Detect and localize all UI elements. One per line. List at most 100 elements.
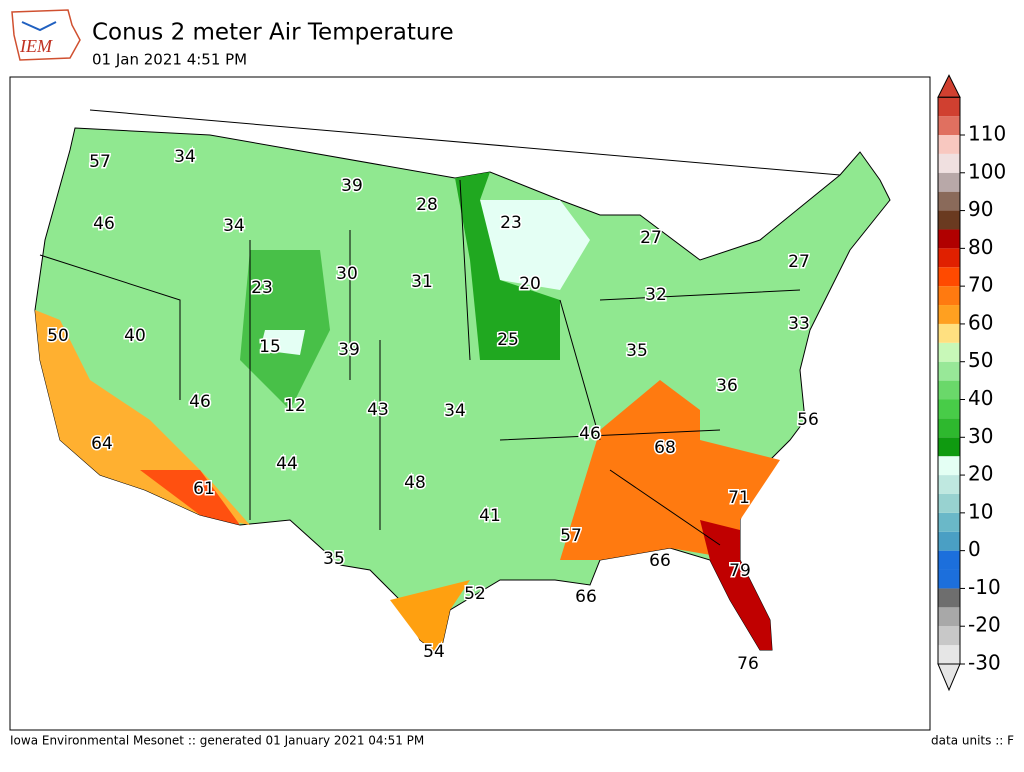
- station-label: 71: [728, 488, 750, 508]
- colorbar-tick-label: 20: [968, 462, 993, 486]
- station-label: 23: [251, 278, 273, 298]
- colorbar-tick-label: 80: [968, 235, 993, 259]
- station-label: 27: [640, 228, 662, 248]
- station-label: 34: [174, 147, 196, 167]
- colorbar-band: [938, 153, 960, 173]
- cold-area: [260, 330, 305, 355]
- colorbar-arrow: [937, 74, 961, 98]
- station-label: 54: [423, 642, 445, 662]
- footer-left: Iowa Environmental Mesonet :: generated …: [10, 734, 424, 748]
- colorbar-tick-label: 10: [968, 499, 993, 523]
- colorbar-band: [938, 607, 960, 627]
- colorbar-band: [938, 361, 960, 381]
- colorbar-tick-label: 60: [968, 310, 993, 334]
- station-label: 48: [404, 473, 426, 493]
- colorbar-band: [938, 116, 960, 135]
- colorbar-band: [938, 172, 960, 192]
- colorbar-band: [938, 229, 960, 249]
- warm-area: [560, 380, 780, 560]
- colorbar-tick-label: -20: [968, 613, 1001, 637]
- station-label: 27: [788, 252, 810, 272]
- logo-river: [21, 21, 57, 32]
- colorbar-band: [938, 191, 960, 211]
- colorbar: -30 -20 -10 0 10 20 30 40 50 60 70 80 90 100 110: [937, 74, 1006, 692]
- cool-area: [455, 172, 560, 360]
- station-label: 35: [323, 549, 345, 569]
- station-label: 28: [416, 195, 438, 215]
- colorbar-band: [938, 135, 960, 154]
- station-label: 23: [500, 213, 522, 233]
- colorbar-arrow: [937, 663, 961, 692]
- station-label: 76: [737, 654, 759, 674]
- colorbar-band: [938, 380, 960, 400]
- colorbar-tick-label: 70: [968, 273, 993, 297]
- station-label: 79: [729, 561, 751, 581]
- station-label: 44: [276, 454, 298, 474]
- station-label: 12: [284, 396, 306, 416]
- colorbar-band: [938, 588, 960, 608]
- colorbar-band: [938, 286, 960, 306]
- station-labels: 57 34 39 28 23 46 34 27 30 31 20 27 23 32 50 40 15 39 25 35…: [46, 146, 821, 676]
- title: Conus 2 meter Air Temperature: [92, 20, 454, 46]
- colorbar-band: [938, 323, 960, 343]
- station-label: 46: [189, 392, 211, 412]
- station-label: 46: [579, 424, 601, 444]
- station-label: 56: [797, 410, 819, 430]
- station-label: 34: [444, 401, 466, 421]
- colorbar-tick-label: -30: [968, 651, 1001, 675]
- colorbar-band: [938, 210, 960, 230]
- station-label: 57: [89, 152, 111, 172]
- colorbar-band: [938, 493, 960, 513]
- station-label: 57: [560, 526, 582, 546]
- warm-area: [390, 580, 470, 655]
- state-borders: [39, 109, 841, 546]
- colorbar-band: [938, 531, 960, 551]
- colorbar-band: [938, 267, 960, 287]
- station-label: 32: [645, 285, 667, 305]
- map: [34, 109, 891, 656]
- colorbar-tick-label: 0: [968, 537, 981, 561]
- colorbar-band: [938, 305, 960, 324]
- station-label: 46: [93, 214, 115, 234]
- colorbar-band: [938, 437, 960, 457]
- footer-right: data units :: F: [931, 734, 1014, 748]
- station-label: 33: [788, 314, 810, 334]
- subtitle: 01 Jan 2021 4:51 PM: [92, 51, 247, 69]
- colorbar-band: [938, 645, 960, 664]
- station-label: 40: [124, 326, 146, 346]
- colorbar-tick-label: 90: [968, 197, 993, 221]
- colorbar-band: [938, 512, 960, 532]
- colorbar-band: [938, 248, 960, 268]
- logo-text: IEM: [19, 36, 53, 56]
- station-label: 64: [91, 434, 113, 454]
- station-label: 50: [47, 326, 69, 346]
- station-label: 52: [464, 584, 486, 604]
- logo: IEM: [11, 9, 81, 61]
- colorbar-band: [938, 626, 960, 646]
- station-label: 68: [654, 438, 676, 458]
- station-label: 30: [336, 264, 358, 284]
- hot-area: [700, 520, 772, 650]
- colorbar-tick-label: 40: [968, 386, 993, 410]
- station-label: 35: [626, 341, 648, 361]
- station-label: 31: [411, 272, 433, 292]
- station-label: 43: [367, 400, 389, 420]
- colorbar-band: [938, 399, 960, 419]
- colorbar-band: [938, 550, 960, 570]
- colorbar-tick-label: 30: [968, 424, 993, 448]
- colorbar-tick-label: 100: [968, 159, 1006, 183]
- colorbar-band: [938, 456, 960, 476]
- colorbar-frame: [937, 96, 961, 665]
- cold-area: [480, 200, 590, 290]
- station-label: 34: [223, 216, 245, 236]
- warm-area: [140, 470, 240, 525]
- station-label: 20: [519, 274, 541, 294]
- station-label: 41: [479, 506, 501, 526]
- station-label: 66: [649, 551, 671, 571]
- logo-outline: [11, 9, 81, 61]
- colorbar-band: [938, 342, 960, 362]
- colorbar-tick-label: -10: [968, 575, 1001, 599]
- station-label: 66: [575, 587, 597, 607]
